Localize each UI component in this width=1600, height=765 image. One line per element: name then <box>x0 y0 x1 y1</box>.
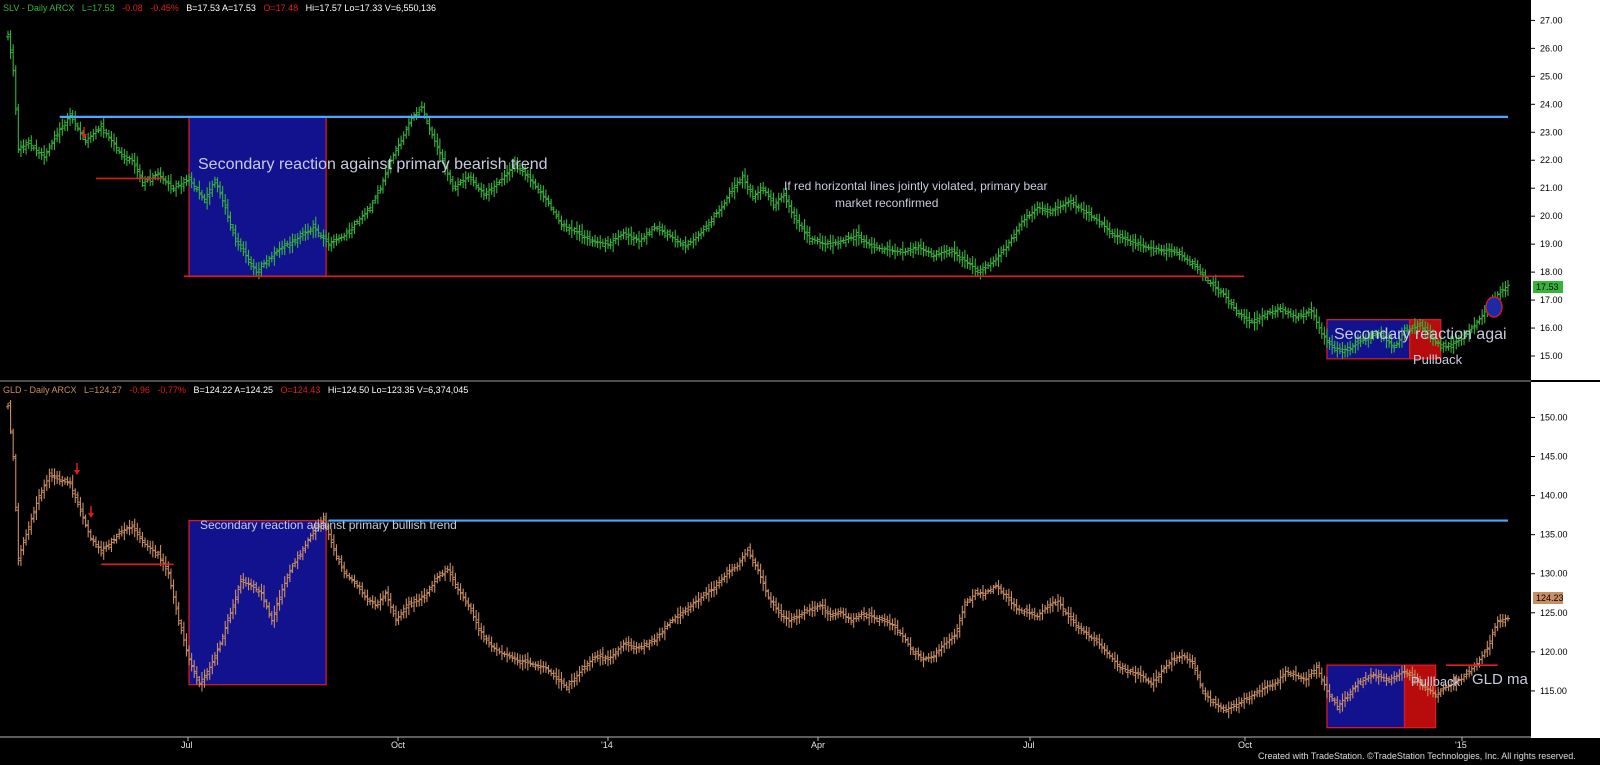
slv-header: SLV - Daily ARCX L=17.53 -0.08 -0.45% B=… <box>3 3 436 13</box>
gld-header-range: Hi=124.50 Lo=123.35 V=6,374,045 <box>328 385 468 395</box>
price-tick-label: 120.00 <box>1540 647 1568 657</box>
gld-header-change: -0.96 <box>129 385 150 395</box>
slv-annotation-secondary-reaction-recent: Secondary reaction agai <box>1334 326 1507 343</box>
slv-header-last: L=17.53 <box>82 3 115 13</box>
price-tick-label: 115.00 <box>1540 686 1567 696</box>
slv-header-bid-ask: B=17.53 A=17.53 <box>186 3 256 13</box>
gld-last-price-tag: 124.23 <box>1533 592 1564 604</box>
date-tick-label: '14 <box>601 740 613 750</box>
date-tick-label: Oct <box>1238 740 1253 750</box>
price-axis-bottom[interactable] <box>1531 382 1600 738</box>
red-arrow-head-icon <box>81 134 87 139</box>
gld-annotation-label: GLD ma <box>1472 671 1529 688</box>
price-tick-label: 130.00 <box>1540 569 1568 579</box>
price-tick-label: 24.00 <box>1540 99 1563 109</box>
slv-header-symbol: SLV - Daily ARCX <box>3 3 74 13</box>
price-tick-label: 17.00 <box>1540 295 1563 305</box>
price-tick-label: 140.00 <box>1540 491 1568 501</box>
slv-annotation-bear-line-1: If red horizontal lines jointly violated… <box>784 179 1047 193</box>
date-tick-label: Jul <box>1023 740 1035 750</box>
price-tick-label: 20.00 <box>1540 211 1563 221</box>
slv-header-change: -0.08 <box>122 3 143 13</box>
gld-annotation-secondary-reaction: Secondary reaction against primary bulli… <box>200 518 457 532</box>
red-arrow-head-icon <box>74 470 80 475</box>
slv-last-price-tag: 17.53 <box>1533 281 1563 293</box>
slv-annotation-bear-line-2: market reconfirmed <box>835 196 938 210</box>
price-tick-label: 19.00 <box>1540 239 1563 249</box>
price-tick-label: 26.00 <box>1540 43 1563 53</box>
price-tick-label: 27.00 <box>1540 15 1563 25</box>
slv-annotation-secondary-reaction: Secondary reaction against primary beari… <box>198 156 548 173</box>
price-tick-label: 21.00 <box>1540 183 1563 193</box>
price-tick-label: 23.00 <box>1540 127 1563 137</box>
gld-header-bid-ask: B=124.22 A=124.25 <box>193 385 273 395</box>
date-tick-label: '15 <box>1455 740 1467 750</box>
date-axis: Jul Oct '14 Apr Jul Oct '15 <box>181 737 1467 750</box>
price-tick-label: 135.00 <box>1540 530 1568 540</box>
svg-text:124.23: 124.23 <box>1536 593 1564 603</box>
date-tick-label: Oct <box>391 740 406 750</box>
slv-header-pct: -0.45% <box>150 3 179 13</box>
breakout-circle-icon <box>1485 296 1503 318</box>
gld-header-open: O=124.43 <box>281 385 321 395</box>
gld-header-last: L=124.27 <box>84 385 122 395</box>
slv-bars <box>6 30 1510 359</box>
gld-pane[interactable]: 115.00 120.00 125.00 130.00 135.00 140.00 145.… <box>6 400 1568 729</box>
price-tick-label: 16.00 <box>1540 323 1563 333</box>
price-tick-label: 22.00 <box>1540 155 1563 165</box>
gld-header-symbol: GLD - Daily ARCX <box>3 385 77 395</box>
date-tick-label: Apr <box>811 740 825 750</box>
tradestation-credit: Created with TradeStation. ©TradeStation… <box>1258 751 1576 761</box>
svg-text:17.53: 17.53 <box>1536 282 1559 292</box>
slv-header-open: O=17.48 <box>263 3 298 13</box>
price-tick-label: 150.00 <box>1540 412 1568 422</box>
price-tick-label: 25.00 <box>1540 71 1563 81</box>
gld-annotation-pullback: Pullback <box>1411 674 1461 689</box>
price-axis-top[interactable] <box>1531 0 1600 380</box>
price-tick-label: 125.00 <box>1540 608 1568 618</box>
slv-pane[interactable]: 15.00 16.00 17.00 18.00 19.00 20.00 21.00 22.00… <box>6 15 1563 361</box>
price-tick-label: 18.00 <box>1540 267 1563 277</box>
red-arrow-head-icon <box>88 513 94 518</box>
slv-annotation-pullback: Pullback <box>1413 352 1463 367</box>
gld-header-pct: -0.77% <box>157 385 186 395</box>
gld-header: GLD - Daily ARCX L=124.27 -0.96 -0.77% B… <box>3 385 468 395</box>
price-tick-label: 145.00 <box>1540 452 1568 462</box>
date-tick-label: Jul <box>181 740 193 750</box>
gld-bars <box>6 400 1510 719</box>
price-tick-label: 15.00 <box>1540 351 1563 361</box>
slv-header-range: Hi=17.57 Lo=17.33 V=6,550,136 <box>306 3 436 13</box>
